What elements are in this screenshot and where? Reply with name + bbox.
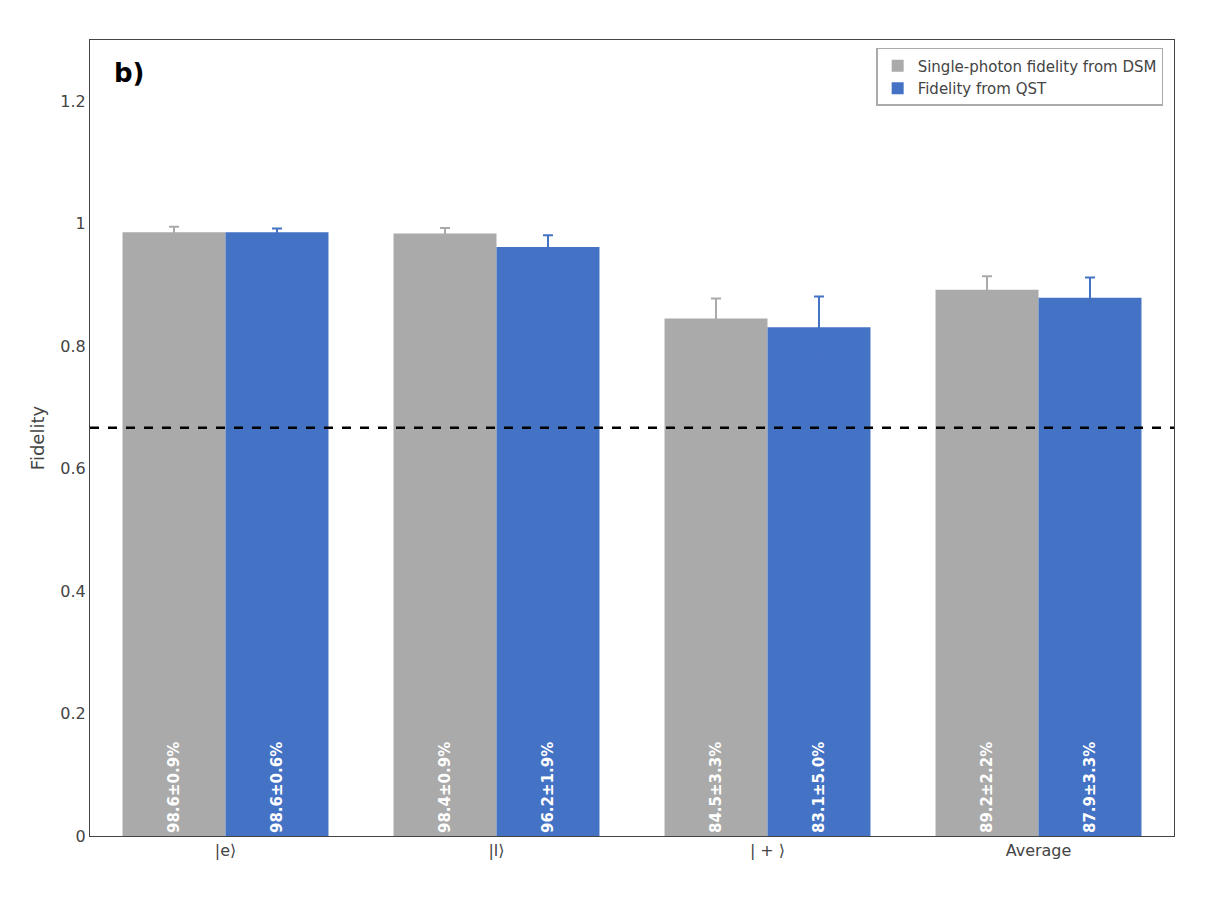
svg-text:b): b): [114, 58, 145, 88]
svg-text:Average: Average: [1006, 841, 1072, 860]
svg-text:Single-photon fidelity from DS: Single-photon fidelity from DSM: [918, 58, 1157, 76]
svg-text:96.2±1.9%: 96.2±1.9%: [539, 742, 557, 833]
svg-text:84.5±3.3%: 84.5±3.3%: [707, 742, 725, 833]
svg-text:0.2: 0.2: [60, 704, 85, 723]
svg-text:1: 1: [76, 214, 86, 233]
svg-text:98.6±0.6%: 98.6±0.6%: [268, 742, 286, 833]
svg-text:1.2: 1.2: [60, 92, 85, 111]
svg-text:89.2±2.2%: 89.2±2.2%: [978, 742, 996, 833]
svg-text:| + ⟩: | + ⟩: [750, 841, 785, 860]
svg-text:87.9±3.3%: 87.9±3.3%: [1081, 742, 1099, 833]
svg-text:|e⟩: |e⟩: [215, 841, 236, 860]
svg-text:Fidelity from QST: Fidelity from QST: [918, 80, 1047, 98]
svg-text:Fidelity: Fidelity: [27, 406, 48, 471]
svg-text:|l⟩: |l⟩: [488, 841, 504, 860]
svg-text:98.4±0.9%: 98.4±0.9%: [436, 742, 454, 833]
svg-text:83.1±5.0%: 83.1±5.0%: [810, 742, 828, 833]
svg-text:0.4: 0.4: [60, 582, 85, 601]
svg-text:98.6±0.9%: 98.6±0.9%: [165, 742, 183, 833]
svg-text:0.8: 0.8: [60, 337, 85, 356]
svg-text:0: 0: [76, 827, 86, 846]
svg-text:0.6: 0.6: [60, 459, 85, 478]
